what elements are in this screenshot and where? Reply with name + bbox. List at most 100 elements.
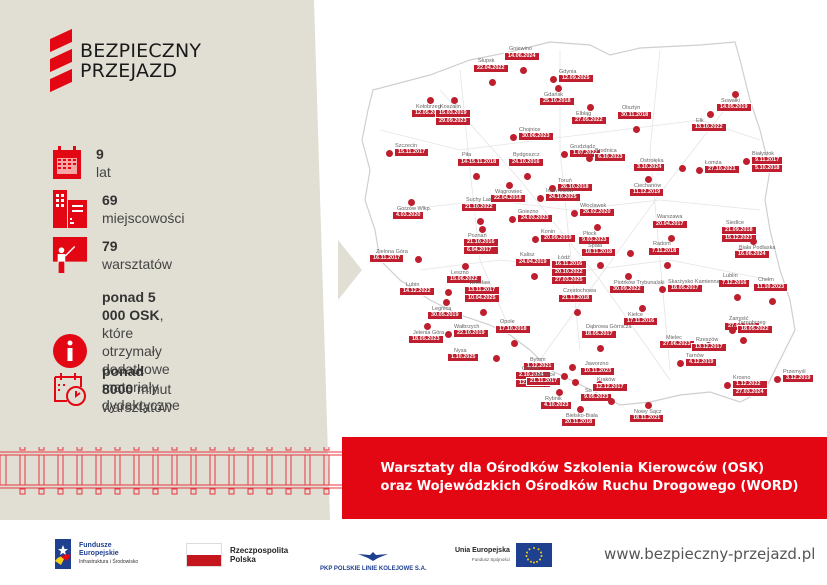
location-marker-icon[interactable] — [510, 339, 518, 347]
location-marker-icon[interactable] — [531, 235, 539, 243]
location-marker-icon[interactable] — [706, 110, 714, 118]
location-marker-icon[interactable] — [509, 133, 517, 141]
location-marker-icon[interactable] — [586, 103, 594, 111]
location-marker-icon[interactable] — [723, 381, 731, 389]
location-marker-icon[interactable] — [568, 363, 576, 371]
location-marker-icon[interactable] — [593, 223, 601, 231]
location-marker-icon[interactable] — [505, 181, 513, 189]
brand-line2: PRZEJAZD — [80, 60, 178, 82]
location-marker-icon[interactable] — [728, 326, 736, 334]
location-marker-icon[interactable] — [607, 397, 615, 405]
stat-label: minut warsztatów — [102, 381, 173, 415]
workshop-date: 9.03.2023 — [577, 236, 611, 245]
date-group: 12.05.2023 — [411, 109, 447, 118]
location-marker-icon[interactable] — [571, 378, 579, 386]
location-marker-icon[interactable] — [695, 166, 703, 174]
website-link[interactable]: www.bezpieczny-przejazd.pl — [604, 545, 816, 563]
location-marker-icon[interactable] — [555, 388, 563, 396]
workshop-date: 29.09.2023 — [435, 117, 471, 126]
stat-minutes: ponad 8000 minut warsztatów — [52, 362, 172, 416]
location-marker-icon[interactable] — [536, 194, 544, 202]
location-marker-icon[interactable] — [554, 84, 562, 92]
workshop-date: 20.04.2017 — [652, 220, 688, 229]
location-marker-icon[interactable] — [573, 308, 581, 316]
location-marker-icon[interactable] — [560, 372, 568, 380]
buildings-icon — [52, 190, 88, 228]
location-marker-icon[interactable] — [442, 298, 450, 306]
location-marker-icon[interactable] — [773, 375, 781, 383]
stat-label: , — [159, 307, 164, 323]
location-marker-icon[interactable] — [385, 149, 393, 157]
date-group: 22.10.2019 — [453, 329, 489, 338]
location-marker-icon[interactable] — [523, 172, 531, 180]
city-label: Krosno — [733, 375, 751, 381]
footer: Fundusze Europejskie Infrastruktura i Śr… — [0, 520, 827, 585]
location-marker-icon[interactable] — [492, 354, 500, 362]
date-group: 1.07.2022 — [568, 149, 602, 158]
brand-logo: BEZPIECZNY PRZEJAZD — [50, 28, 201, 93]
city-label: Koszalin — [440, 104, 461, 110]
workshop-date: 20.10.2022 — [551, 268, 587, 277]
location-marker-icon[interactable] — [632, 125, 640, 133]
location-marker-icon[interactable] — [768, 297, 776, 305]
workshop-date: 27.05.2022 — [571, 116, 607, 125]
location-marker-icon[interactable] — [461, 262, 469, 270]
date-group: 13.12.2017 — [691, 343, 727, 352]
location-marker-icon[interactable] — [414, 255, 422, 263]
location-marker-icon[interactable] — [576, 405, 584, 413]
location-marker-icon[interactable] — [478, 225, 486, 233]
location-marker-icon[interactable] — [488, 78, 496, 86]
location-marker-icon[interactable] — [749, 237, 757, 245]
location-marker-icon[interactable] — [596, 344, 604, 352]
location-marker-icon[interactable] — [548, 184, 556, 192]
location-marker-icon[interactable] — [450, 96, 458, 104]
city-label: Brodnica — [595, 148, 617, 154]
location-marker-icon[interactable] — [667, 234, 675, 242]
location-marker-icon[interactable] — [530, 272, 538, 280]
city-label: Radom — [653, 241, 671, 247]
location-marker-icon[interactable] — [479, 308, 487, 316]
location-marker-icon[interactable] — [570, 209, 578, 217]
location-marker-icon[interactable] — [472, 172, 480, 180]
date-group: 16.11.2017 — [368, 254, 405, 263]
location-marker-icon[interactable] — [742, 157, 750, 165]
city-label: Łódź — [558, 255, 570, 261]
city-label: Gniezno — [518, 209, 539, 215]
location-marker-icon[interactable] — [676, 359, 684, 367]
location-marker-icon[interactable] — [678, 164, 686, 172]
date-group: 3.10.2024 — [632, 163, 666, 172]
location-marker-icon[interactable] — [596, 261, 604, 269]
location-marker-icon[interactable] — [407, 198, 415, 206]
workshop-date: 3.12.2019 — [781, 374, 815, 383]
date-group: 20.09.2019 — [540, 234, 576, 243]
location-marker-icon[interactable] — [739, 336, 747, 344]
location-marker-icon[interactable] — [626, 249, 634, 257]
location-marker-icon[interactable] — [549, 75, 557, 83]
date-group: 16.06.2024 — [734, 250, 770, 259]
location-marker-icon[interactable] — [476, 217, 484, 225]
location-marker-icon[interactable] — [644, 175, 652, 183]
city-label: Suchy Las — [466, 197, 492, 203]
workshop-date: 21.10.2022 — [461, 203, 497, 212]
location-marker-icon[interactable] — [733, 293, 741, 301]
location-marker-icon[interactable] — [663, 261, 671, 269]
location-marker-icon[interactable] — [444, 288, 452, 296]
location-marker-icon[interactable] — [508, 215, 516, 223]
location-marker-icon[interactable] — [423, 322, 431, 330]
workshop-date: 13.12.2017 — [691, 343, 727, 352]
location-marker-icon[interactable] — [560, 150, 568, 158]
location-marker-icon[interactable] — [585, 154, 593, 162]
location-marker-icon[interactable] — [644, 401, 652, 409]
location-marker-icon[interactable] — [426, 96, 434, 104]
workshop-date: 13.10.2022 — [691, 123, 727, 132]
location-marker-icon[interactable] — [624, 272, 632, 280]
workshop-date: 14-15.11.2018 — [456, 158, 501, 167]
date-group: 21.09.2018 15.12.2021 — [721, 226, 757, 243]
city-label: Sosnowiec — [585, 388, 612, 394]
location-marker-icon[interactable] — [519, 66, 527, 74]
location-marker-icon[interactable] — [638, 304, 646, 312]
location-marker-icon[interactable] — [444, 330, 452, 338]
location-marker-icon[interactable] — [731, 90, 739, 98]
workshop-date: 21.11.2018 — [557, 294, 594, 303]
location-marker-icon[interactable] — [658, 285, 666, 293]
